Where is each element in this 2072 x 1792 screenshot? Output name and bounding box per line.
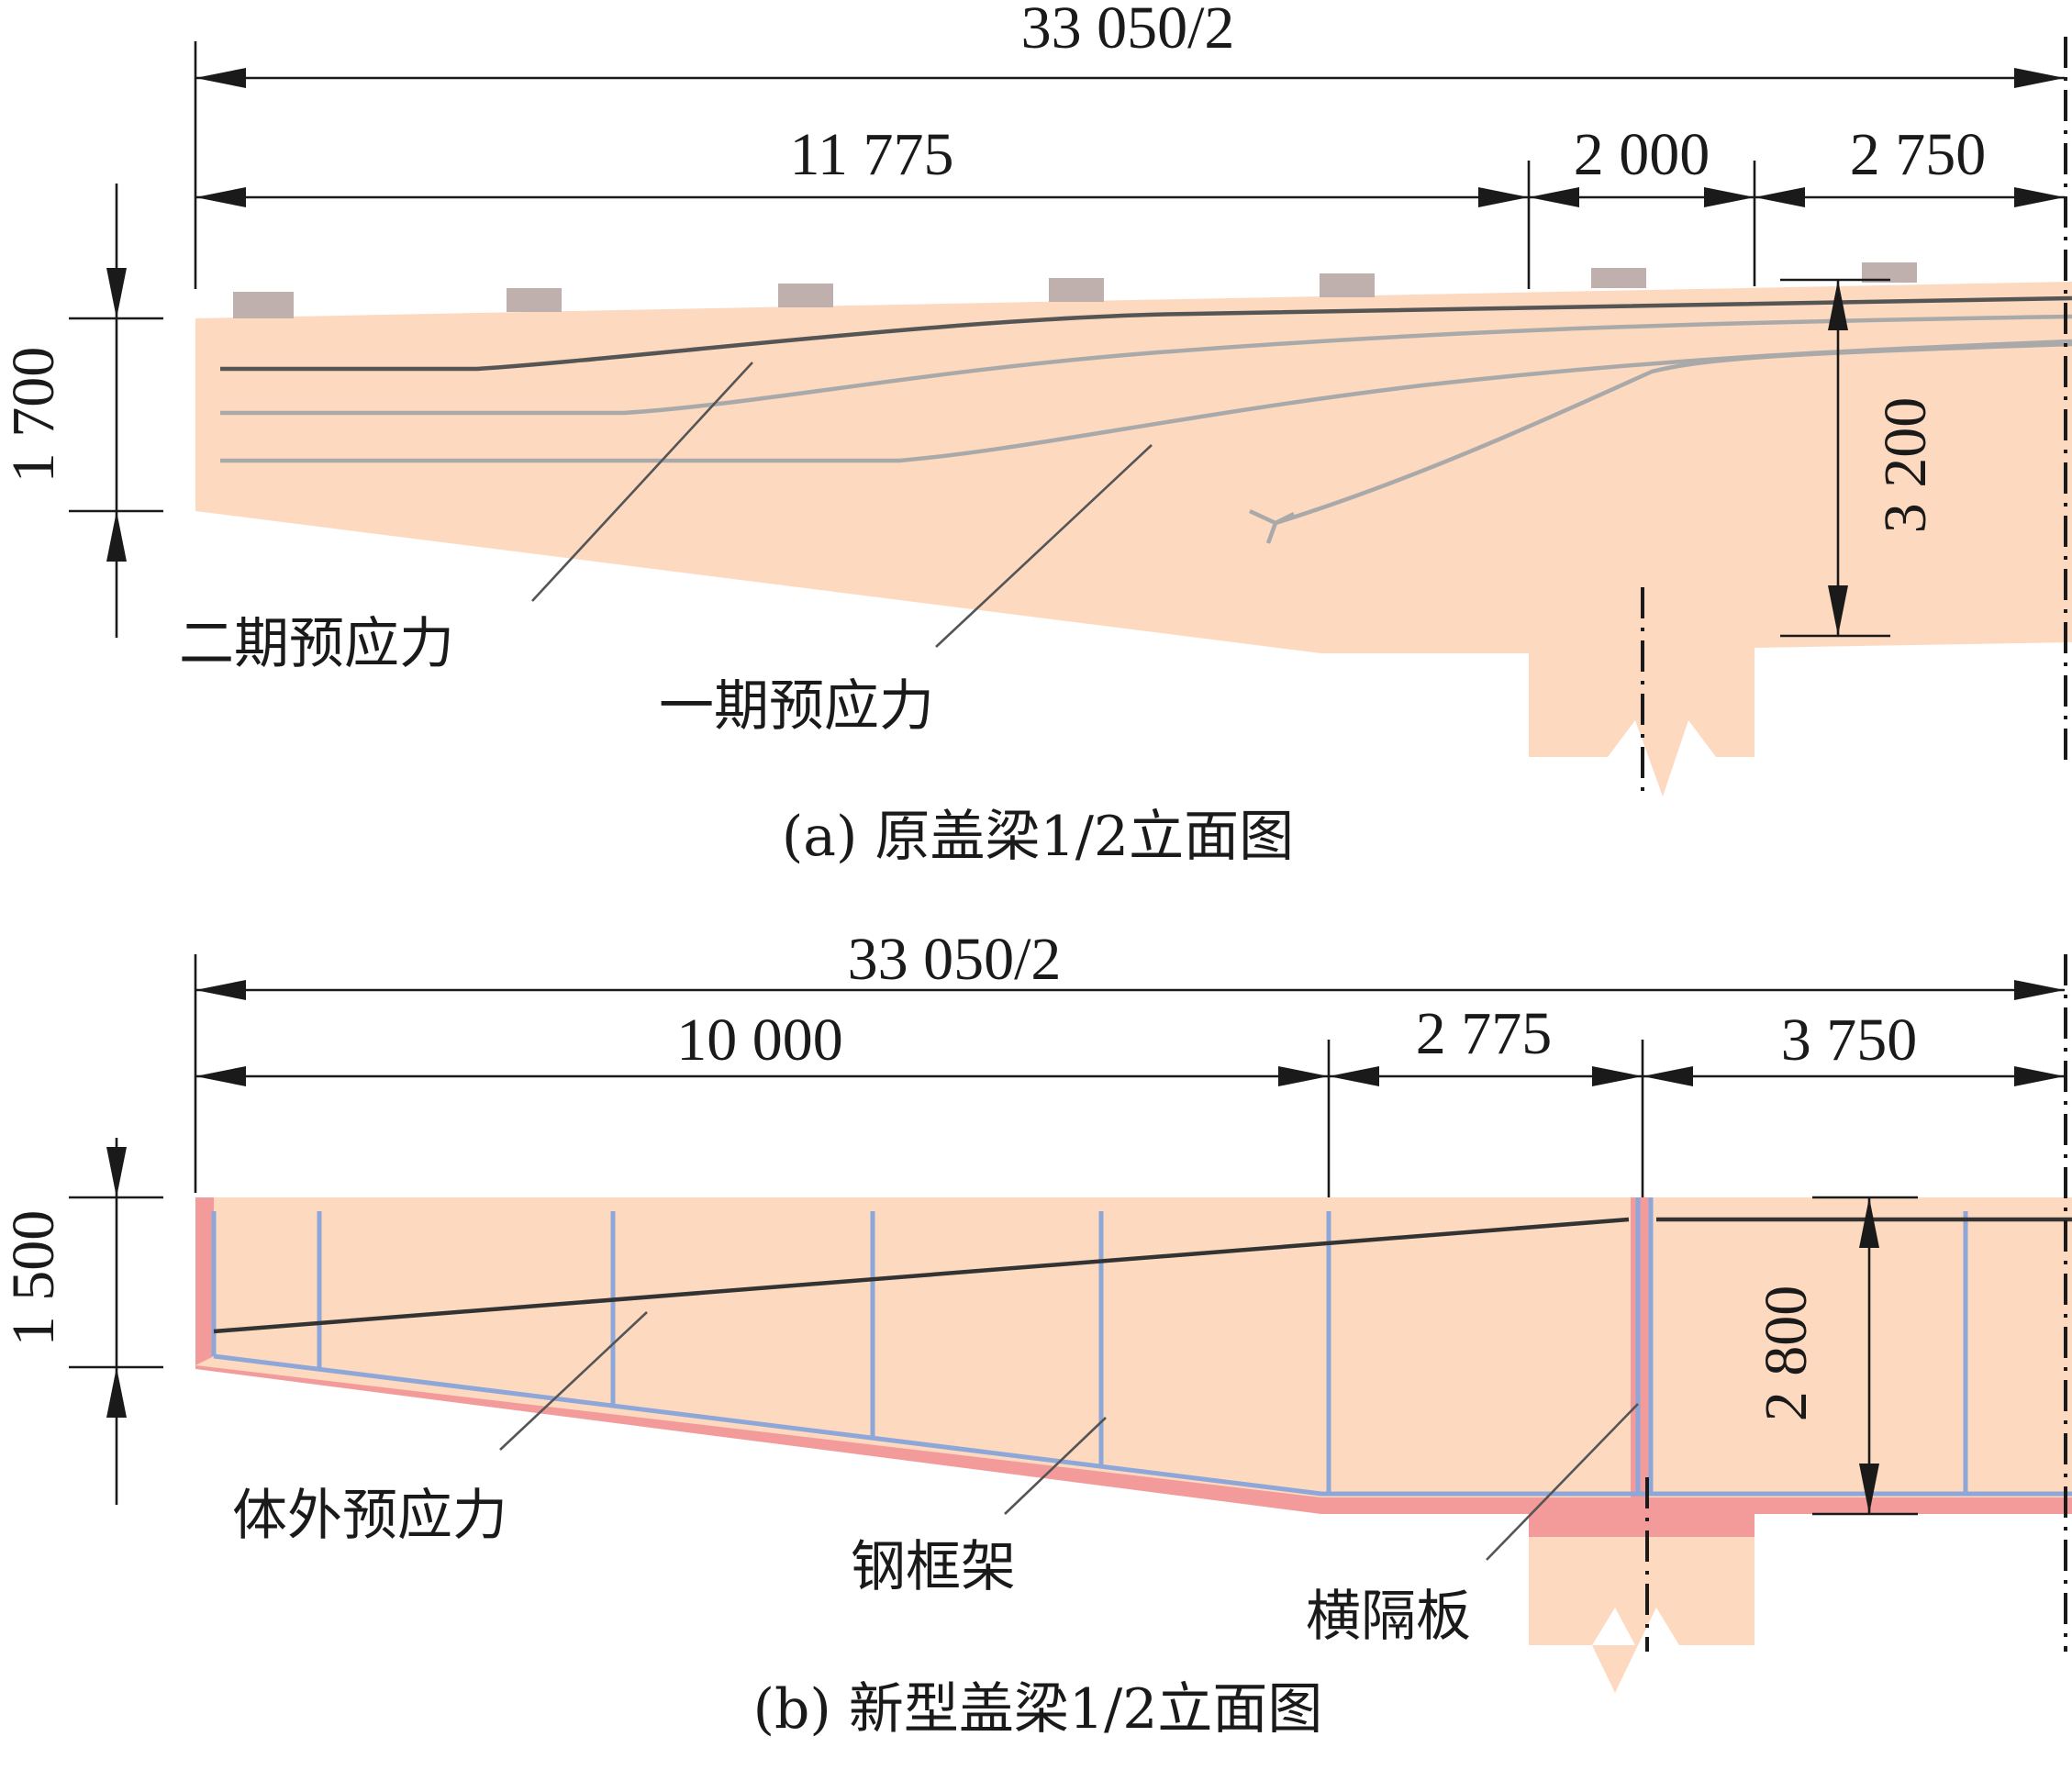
bearing-pads [233, 262, 1917, 318]
dim-seg1: 10 000 [676, 1007, 843, 1074]
bearing-pad [1320, 273, 1375, 297]
bearing-pad [778, 284, 833, 307]
bearing-pad [1862, 262, 1917, 283]
arrowhead [195, 68, 246, 88]
arrowhead [1592, 1066, 1643, 1086]
steel-plate-left-end [195, 1197, 214, 1365]
bearing-pad [1591, 268, 1646, 288]
dim-end-height: 1 700 [0, 347, 67, 484]
original-beam-body [195, 282, 2072, 796]
arrowhead [106, 1147, 127, 1197]
label-diaphragm: 横隔板 [1306, 1585, 1471, 1649]
dim-seg2: 2 000 [1574, 121, 1710, 188]
arrowhead [106, 1367, 127, 1418]
caption-b: (b) 新型盖梁1/2立面图 [753, 1677, 1323, 1742]
arrowhead [1529, 187, 1579, 207]
arrowhead [1478, 187, 1529, 207]
tendon-anchor [1249, 508, 1296, 544]
leader-external-prestress [499, 1311, 648, 1451]
dim-mid-height: 2 800 [1753, 1286, 1820, 1422]
stage1-prestress-tendon-1 [220, 314, 2072, 416]
leader-stage2 [531, 362, 753, 602]
arrowhead [195, 187, 246, 207]
arrowhead [1278, 1066, 1329, 1086]
stage1-prestress-tendon-3 [1275, 341, 2072, 526]
dim-seg1: 11 775 [789, 121, 953, 188]
leader-stage1 [935, 444, 1153, 648]
arrowhead [195, 1066, 246, 1086]
dim-seg3: 3 750 [1781, 1007, 1918, 1074]
arrowhead [1329, 1066, 1379, 1086]
dim-end-height: 1 500 [0, 1210, 67, 1347]
bearing-pad [507, 288, 562, 312]
arrowhead [2014, 68, 2065, 88]
arrowhead [2014, 980, 2065, 1000]
arrowhead [2014, 1066, 2065, 1086]
caption-a: (a) 原盖梁1/2立面图 [782, 805, 1294, 869]
arrowhead [1704, 187, 1755, 207]
steel-frame-bottom-chord [213, 1353, 2072, 1497]
arrowhead [106, 511, 127, 562]
leader-steel-frame [1004, 1417, 1107, 1515]
stage2-prestress-tendon [220, 295, 2072, 372]
bearing-pad [1049, 278, 1104, 302]
arrowhead [1755, 187, 1805, 207]
steel-plate-bearing [1529, 1514, 1755, 1537]
arrowhead [106, 268, 127, 318]
label-steel-frame: 钢框架 [851, 1535, 1016, 1599]
label-stage1-prestress: 一期预应力 [659, 674, 934, 739]
bearing-pad [233, 292, 294, 318]
steel-frame [211, 1197, 2072, 1497]
label-external-prestress: 体外预应力 [232, 1484, 507, 1548]
arrowhead [2014, 187, 2065, 207]
dim-total: 33 050/2 [1021, 0, 1235, 61]
external-prestress-tendon [213, 1217, 2072, 1334]
dim-mid-height: 3 200 [1872, 397, 1939, 534]
pier-notch [1592, 1645, 1638, 1693]
figure-b: 33 050/2 10 000 2 775 3 750 1 500 2 800 [0, 926, 2072, 1742]
dim-seg3: 2 750 [1850, 121, 1987, 188]
figure-a: 33 050/2 11 775 2 000 2 750 1 700 3 200 [0, 0, 2072, 869]
arrowhead [1828, 280, 1848, 330]
dim-seg2: 2 775 [1416, 1000, 1553, 1067]
leader-diaphragm [1486, 1403, 1639, 1561]
dim-total: 33 050/2 [848, 926, 1062, 993]
label-stage2-prestress: 二期预应力 [179, 612, 454, 676]
arrowhead [1828, 585, 1848, 636]
arrowhead [195, 980, 246, 1000]
arrowhead [1859, 1464, 1879, 1514]
steel-plate-bottom [195, 1365, 2072, 1514]
arrowhead [1859, 1197, 1879, 1248]
arrowhead [1643, 1066, 1693, 1086]
